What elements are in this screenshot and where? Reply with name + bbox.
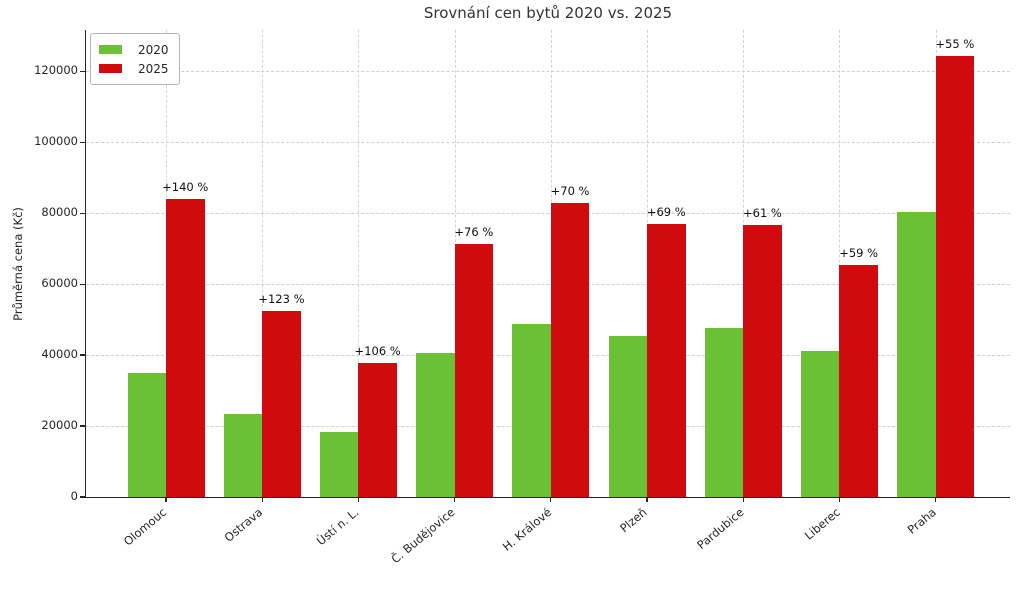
- y-tick-mark: [80, 212, 85, 214]
- bar-annotation: +70 %: [550, 183, 590, 198]
- x-tick-mark: [742, 497, 744, 502]
- bar-2025: [454, 244, 494, 497]
- y-tick-label: 120000: [34, 63, 78, 78]
- bar-2020: [512, 323, 551, 497]
- x-tick-mark: [261, 497, 263, 502]
- legend-entry: 2020: [99, 40, 169, 59]
- legend-swatch: [99, 45, 122, 54]
- legend: 2020 2025: [90, 33, 180, 85]
- bar-annotation: +140 %: [162, 180, 209, 195]
- gridline-horizontal: [86, 213, 1010, 215]
- bar-2025: [166, 199, 205, 497]
- bar-2020: [416, 353, 455, 497]
- chart-title: Srovnání cen bytů 2020 vs. 2025: [423, 4, 673, 22]
- x-tick-label-text: Pardubice: [693, 505, 747, 553]
- x-tick-label-text: Praha: [904, 505, 939, 537]
- y-tick-label: 100000: [34, 134, 78, 149]
- y-tick-mark: [80, 496, 85, 498]
- bar-annotation: +123 %: [258, 292, 305, 307]
- x-tick-mark: [934, 497, 937, 502]
- y-tick-label: 0: [70, 489, 78, 503]
- gridline-vertical: [358, 30, 360, 497]
- x-tick-label-text: Ústí n. L.: [313, 505, 362, 549]
- x-axis-spine: [85, 496, 1010, 498]
- y-tick-mark: [80, 141, 85, 144]
- x-tick-mark: [646, 497, 648, 502]
- bar-2025: [550, 202, 590, 497]
- bar-2025: [358, 363, 397, 497]
- bar-2025: [262, 311, 301, 497]
- y-tick-mark: [80, 354, 85, 356]
- bar-2020: [800, 350, 840, 497]
- bar-2020: [127, 372, 166, 497]
- bar-2020: [897, 212, 936, 497]
- gridline-horizontal: [86, 71, 1010, 73]
- bar-annotation: +76 %: [454, 225, 494, 240]
- legend-entry: 2025: [99, 59, 169, 78]
- gridline-horizontal: [86, 142, 1010, 144]
- x-tick-label-text: Olomouc: [120, 505, 169, 549]
- x-tick-mark: [838, 497, 841, 502]
- legend-label: 2025: [138, 61, 169, 76]
- x-tick-label-text: H. Králové: [499, 505, 554, 554]
- x-tick-label-text: Č. Budějovice: [388, 505, 458, 567]
- x-tick-label-text: Liberec: [801, 505, 843, 543]
- gridline-vertical: [839, 30, 841, 497]
- y-tick-label: 60000: [41, 276, 78, 291]
- legend-swatch: [99, 64, 122, 73]
- y-tick-mark: [80, 425, 85, 427]
- bar-2020: [319, 432, 359, 497]
- gridline-horizontal: [86, 284, 1010, 286]
- bar-annotation: +59 %: [839, 245, 879, 260]
- gridline-vertical: [262, 30, 264, 497]
- x-tick-mark: [550, 497, 552, 502]
- y-tick-label: 40000: [41, 347, 78, 362]
- bar-annotation: +106 %: [354, 344, 401, 359]
- bar-2020: [608, 335, 647, 497]
- x-tick-mark: [165, 497, 167, 502]
- bar-2025: [935, 55, 975, 497]
- x-tick-label-text: Ostrava: [221, 505, 266, 545]
- legend-label: 2020: [138, 42, 169, 57]
- y-tick-mark: [80, 283, 85, 285]
- y-tick-label: 20000: [41, 418, 78, 433]
- bar-annotation: +55 %: [935, 36, 975, 51]
- plot-area: 2020 2025 +140 % +123 % +106 % +76 % +70 % +69…: [85, 30, 1010, 498]
- y-tick-label: 80000: [41, 205, 78, 220]
- bar-annotation: +61 %: [743, 206, 782, 221]
- x-tick-label-text: Plzeň: [617, 505, 650, 536]
- bar-2020: [704, 328, 744, 497]
- bar-2025: [647, 224, 686, 497]
- x-tick-mark: [357, 497, 360, 502]
- bar-2025: [839, 264, 878, 497]
- bar-annotation: +69 %: [646, 205, 686, 220]
- y-axis-spine: [85, 30, 87, 497]
- x-tick-mark: [453, 497, 456, 502]
- bar-2025: [743, 225, 782, 497]
- bar-2020: [223, 413, 263, 497]
- y-tick-mark: [80, 70, 85, 73]
